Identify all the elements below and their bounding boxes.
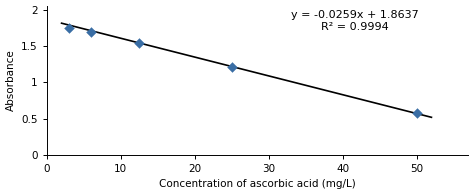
Text: y = -0.0259x + 1.8637
R² = 0.9994: y = -0.0259x + 1.8637 R² = 0.9994 (291, 10, 419, 32)
Point (228, 65, 236, 68)
X-axis label: Concentration of ascorbic acid (mg/L): Concentration of ascorbic acid (mg/L) (159, 179, 356, 190)
Y-axis label: Absorbance: Absorbance (6, 50, 16, 111)
Point (65, 26, 73, 29)
Point (136, 42, 143, 45)
Point (413, 112, 420, 115)
Point (87, 30, 95, 34)
